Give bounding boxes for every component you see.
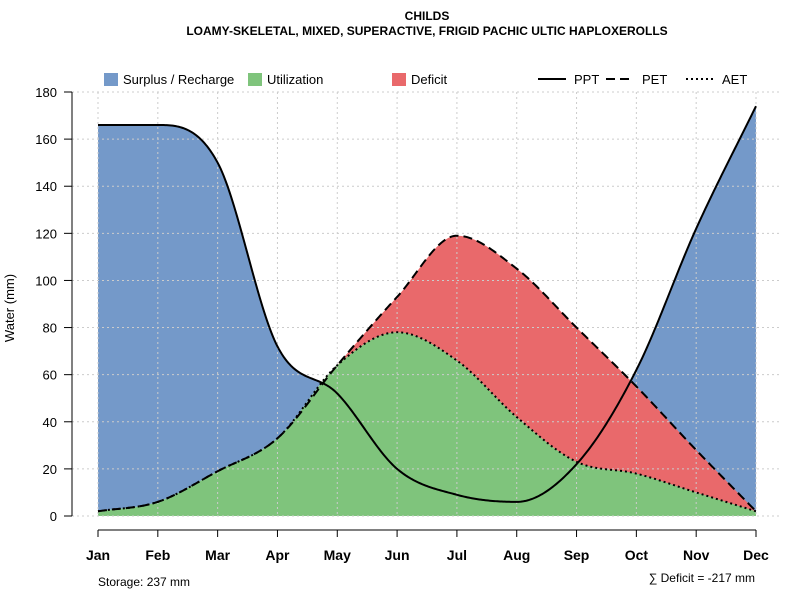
series-line-ppt — [98, 105, 757, 503]
x-tick-label-apr: Apr — [265, 547, 290, 563]
legend-item-ppt: PPT — [538, 72, 599, 87]
y-tick-label: 120 — [35, 226, 57, 241]
y-tick-label: 140 — [35, 179, 57, 194]
y-tick-label: 60 — [43, 368, 57, 383]
x-tick-label-sep: Sep — [564, 547, 590, 563]
legend-swatch — [104, 73, 118, 86]
storage-note: Storage: 237 mm — [98, 575, 190, 589]
legend-label: PPT — [574, 72, 599, 87]
legend-item-aet: AET — [686, 72, 747, 87]
legend-swatch — [392, 73, 406, 86]
deficit-note: ∑ Deficit = -217 mm — [649, 571, 755, 585]
legend-item-utilization: Utilization — [248, 72, 323, 87]
grid-lines — [72, 91, 780, 517]
x-tick-label-aug: Aug — [503, 547, 530, 563]
y-tick-label: 0 — [50, 509, 57, 524]
area-fills — [98, 106, 756, 516]
legend-item-pet: PET — [606, 72, 667, 87]
y-tick-label: 80 — [43, 321, 57, 336]
legend-item-deficit: Deficit — [392, 72, 448, 87]
x-tick-label-dec: Dec — [743, 547, 769, 563]
legend-label: Deficit — [411, 72, 448, 87]
x-tick-label-jul: Jul — [447, 547, 467, 563]
deficit-area — [98, 235, 756, 512]
series-line-aet — [97, 331, 757, 513]
surplus-area — [98, 106, 756, 512]
x-tick-label-may: May — [324, 547, 351, 563]
legend-label: AET — [722, 72, 747, 87]
y-tick-label: 180 — [35, 85, 57, 100]
chart-subtitle: LOAMY-SKELETAL, MIXED, SUPERACTIVE, FRIG… — [186, 24, 667, 38]
y-axis-label: Water (mm) — [2, 274, 17, 342]
utilization-area — [98, 332, 756, 516]
legend-label: Surplus / Recharge — [123, 72, 234, 87]
series-lines — [97, 105, 757, 513]
y-tick-label: 100 — [35, 273, 57, 288]
legend-label: Utilization — [267, 72, 323, 87]
x-tick-label-oct: Oct — [625, 547, 649, 563]
x-tick-label-mar: Mar — [205, 547, 230, 563]
x-tick-label-feb: Feb — [145, 547, 170, 563]
x-tick-label-nov: Nov — [683, 547, 710, 563]
x-tick-label-jun: Jun — [385, 547, 410, 563]
legend-swatch — [248, 73, 262, 86]
legend-label: PET — [642, 72, 667, 87]
legend: Surplus / Recharge Utilization Deficit PPT P… — [104, 72, 747, 87]
y-tick-label: 20 — [43, 462, 57, 477]
x-tick-label-jan: Jan — [86, 547, 110, 563]
y-tick-label: 160 — [35, 132, 57, 147]
y-tick-label: 40 — [43, 415, 57, 430]
chart-title: CHILDS — [405, 9, 450, 23]
legend-item-surplus-recharge: Surplus / Recharge — [104, 72, 234, 87]
axes: 0 20 40 60 80 100 120 140 160 180 Jan Feb Mar Apr May J… — [35, 85, 769, 563]
